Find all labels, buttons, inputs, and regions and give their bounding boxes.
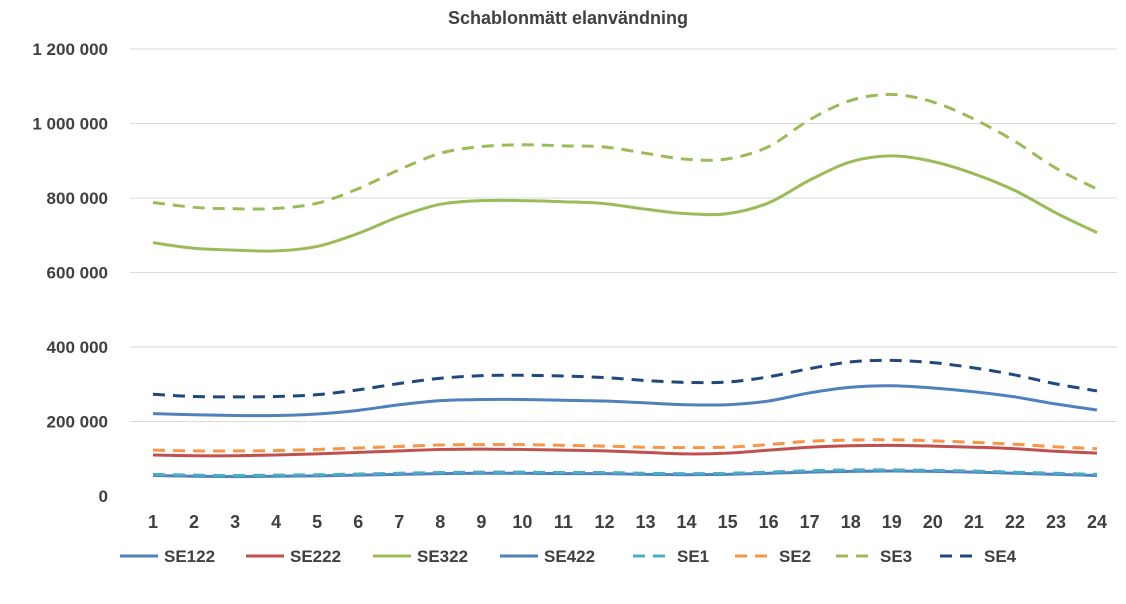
legend-label: SE1 — [677, 547, 709, 566]
x-tick-label: 24 — [1087, 512, 1107, 532]
legend-label: SE122 — [164, 547, 215, 566]
y-tick-label: 0 — [99, 487, 108, 506]
x-tick-label: 16 — [759, 512, 779, 532]
x-tick-label: 12 — [594, 512, 614, 532]
legend-item-se222: SE222 — [246, 547, 341, 566]
x-tick-label: 19 — [882, 512, 902, 532]
x-tick-label: 14 — [677, 512, 697, 532]
x-tick-label: 8 — [435, 512, 445, 532]
legend-label: SE4 — [984, 547, 1017, 566]
y-tick-label: 1 000 000 — [32, 115, 108, 134]
chart-title: Schablonmätt elanvändning — [448, 8, 688, 28]
x-tick-label: 4 — [271, 512, 281, 532]
y-tick-label: 800 000 — [47, 189, 108, 208]
gridlines — [130, 48, 1117, 422]
legend-item-se2: SE2 — [735, 547, 811, 566]
series-line-se2 — [152, 438, 1098, 453]
y-axis-ticks: 0 200 000 400 000 600 000 800 000 1 000 000 1 … — [32, 40, 108, 506]
x-tick-label: 7 — [394, 512, 404, 532]
y-tick-label: 600 000 — [47, 264, 108, 283]
y-tick-label: 200 000 — [47, 413, 108, 432]
series-line-se222 — [152, 443, 1098, 458]
legend-item-se3: SE3 — [836, 547, 912, 566]
series-lines — [152, 92, 1098, 479]
x-tick-label: 15 — [718, 512, 738, 532]
x-tick-label: 18 — [841, 512, 861, 532]
legend-label: SE322 — [417, 547, 468, 566]
legend-item-se422: SE422 — [500, 547, 595, 566]
x-tick-label: 23 — [1046, 512, 1066, 532]
y-tick-label: 1 200 000 — [32, 40, 108, 59]
legend-label: SE2 — [779, 547, 811, 566]
y-tick-label: 400 000 — [47, 338, 108, 357]
x-tick-label: 6 — [353, 512, 363, 532]
series-line-se322 — [152, 154, 1098, 253]
legend-item-se122: SE122 — [120, 547, 215, 566]
x-tick-label: 11 — [554, 512, 573, 532]
x-tick-label: 20 — [923, 512, 943, 532]
x-tick-label: 9 — [476, 512, 486, 532]
legend-item-se322: SE322 — [373, 547, 468, 566]
series-line-se4 — [152, 358, 1098, 399]
legend-label: SE422 — [544, 547, 595, 566]
x-tick-label: 13 — [636, 512, 656, 532]
x-tick-label: 22 — [1005, 512, 1025, 532]
legend-item-se4: SE4 — [940, 547, 1017, 566]
legend-label: SE3 — [880, 547, 912, 566]
series-line-se3 — [152, 92, 1098, 211]
series-line-se422 — [152, 384, 1098, 418]
x-axis-ticks: 1 2 3 4 5 6 7 8 9 10 11 12 13 14 15 16 17 18 19 20 21 22 23 24 — [148, 512, 1107, 532]
series-line-se1 — [152, 468, 1098, 478]
x-tick-label: 1 — [148, 512, 158, 532]
x-tick-label: 3 — [230, 512, 240, 532]
x-tick-label: 17 — [800, 512, 820, 532]
x-tick-label: 21 — [964, 512, 984, 532]
x-tick-label: 5 — [312, 512, 322, 532]
legend-label: SE222 — [290, 547, 341, 566]
legend: SE122 SE222 SE322 SE422 SE1 SE2 SE3 SE4 — [120, 547, 1017, 566]
x-tick-label: 2 — [189, 512, 199, 532]
legend-item-se1: SE1 — [633, 547, 709, 566]
x-tick-label: 10 — [512, 512, 532, 532]
